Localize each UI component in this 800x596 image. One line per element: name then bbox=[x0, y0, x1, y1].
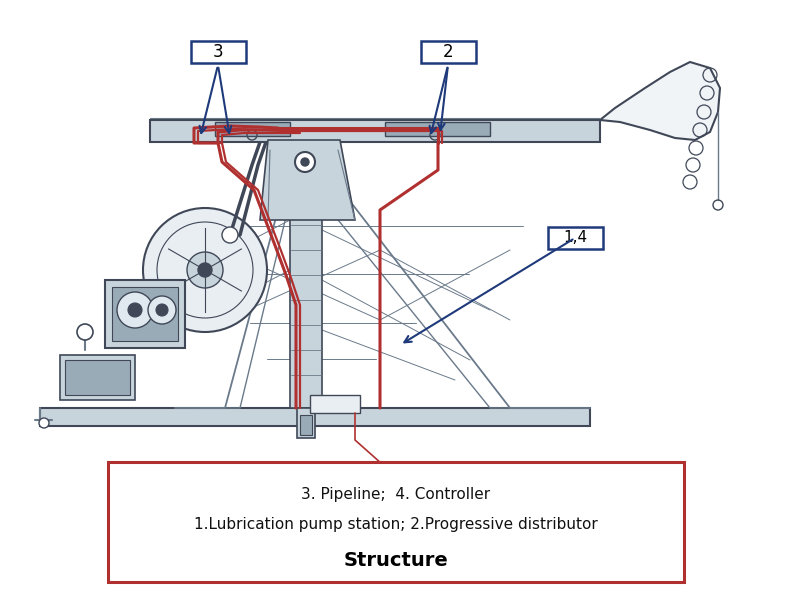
Bar bbox=[150, 120, 600, 142]
Polygon shape bbox=[600, 62, 720, 140]
FancyBboxPatch shape bbox=[108, 462, 684, 582]
Bar bbox=[60, 355, 135, 400]
Text: Structure: Structure bbox=[344, 551, 448, 570]
Bar bbox=[65, 360, 130, 395]
Circle shape bbox=[295, 152, 315, 172]
Circle shape bbox=[39, 418, 49, 428]
Bar bbox=[300, 415, 312, 435]
Text: 3. Pipeline;  4. Controller: 3. Pipeline; 4. Controller bbox=[302, 486, 490, 501]
FancyBboxPatch shape bbox=[547, 227, 602, 249]
Bar bbox=[215, 122, 290, 136]
Bar bbox=[40, 408, 590, 426]
Text: 1,4: 1,4 bbox=[563, 231, 587, 246]
Circle shape bbox=[148, 296, 176, 324]
Bar bbox=[385, 122, 490, 136]
Circle shape bbox=[143, 208, 267, 332]
Polygon shape bbox=[260, 140, 355, 220]
Circle shape bbox=[156, 304, 168, 316]
Bar bbox=[112, 287, 178, 341]
FancyBboxPatch shape bbox=[421, 41, 475, 63]
Circle shape bbox=[77, 324, 93, 340]
Bar bbox=[290, 165, 322, 408]
Circle shape bbox=[198, 263, 212, 277]
Circle shape bbox=[128, 303, 142, 317]
Text: 3: 3 bbox=[213, 43, 223, 61]
Bar bbox=[310, 395, 360, 413]
Circle shape bbox=[187, 252, 223, 288]
Circle shape bbox=[222, 227, 238, 243]
Circle shape bbox=[301, 158, 309, 166]
Text: 1.Lubrication pump station; 2.Progressive distributor: 1.Lubrication pump station; 2.Progressiv… bbox=[194, 517, 598, 532]
Circle shape bbox=[117, 292, 153, 328]
FancyBboxPatch shape bbox=[190, 41, 246, 63]
Bar bbox=[297, 408, 315, 438]
Text: 2: 2 bbox=[442, 43, 454, 61]
Bar bbox=[105, 280, 185, 348]
